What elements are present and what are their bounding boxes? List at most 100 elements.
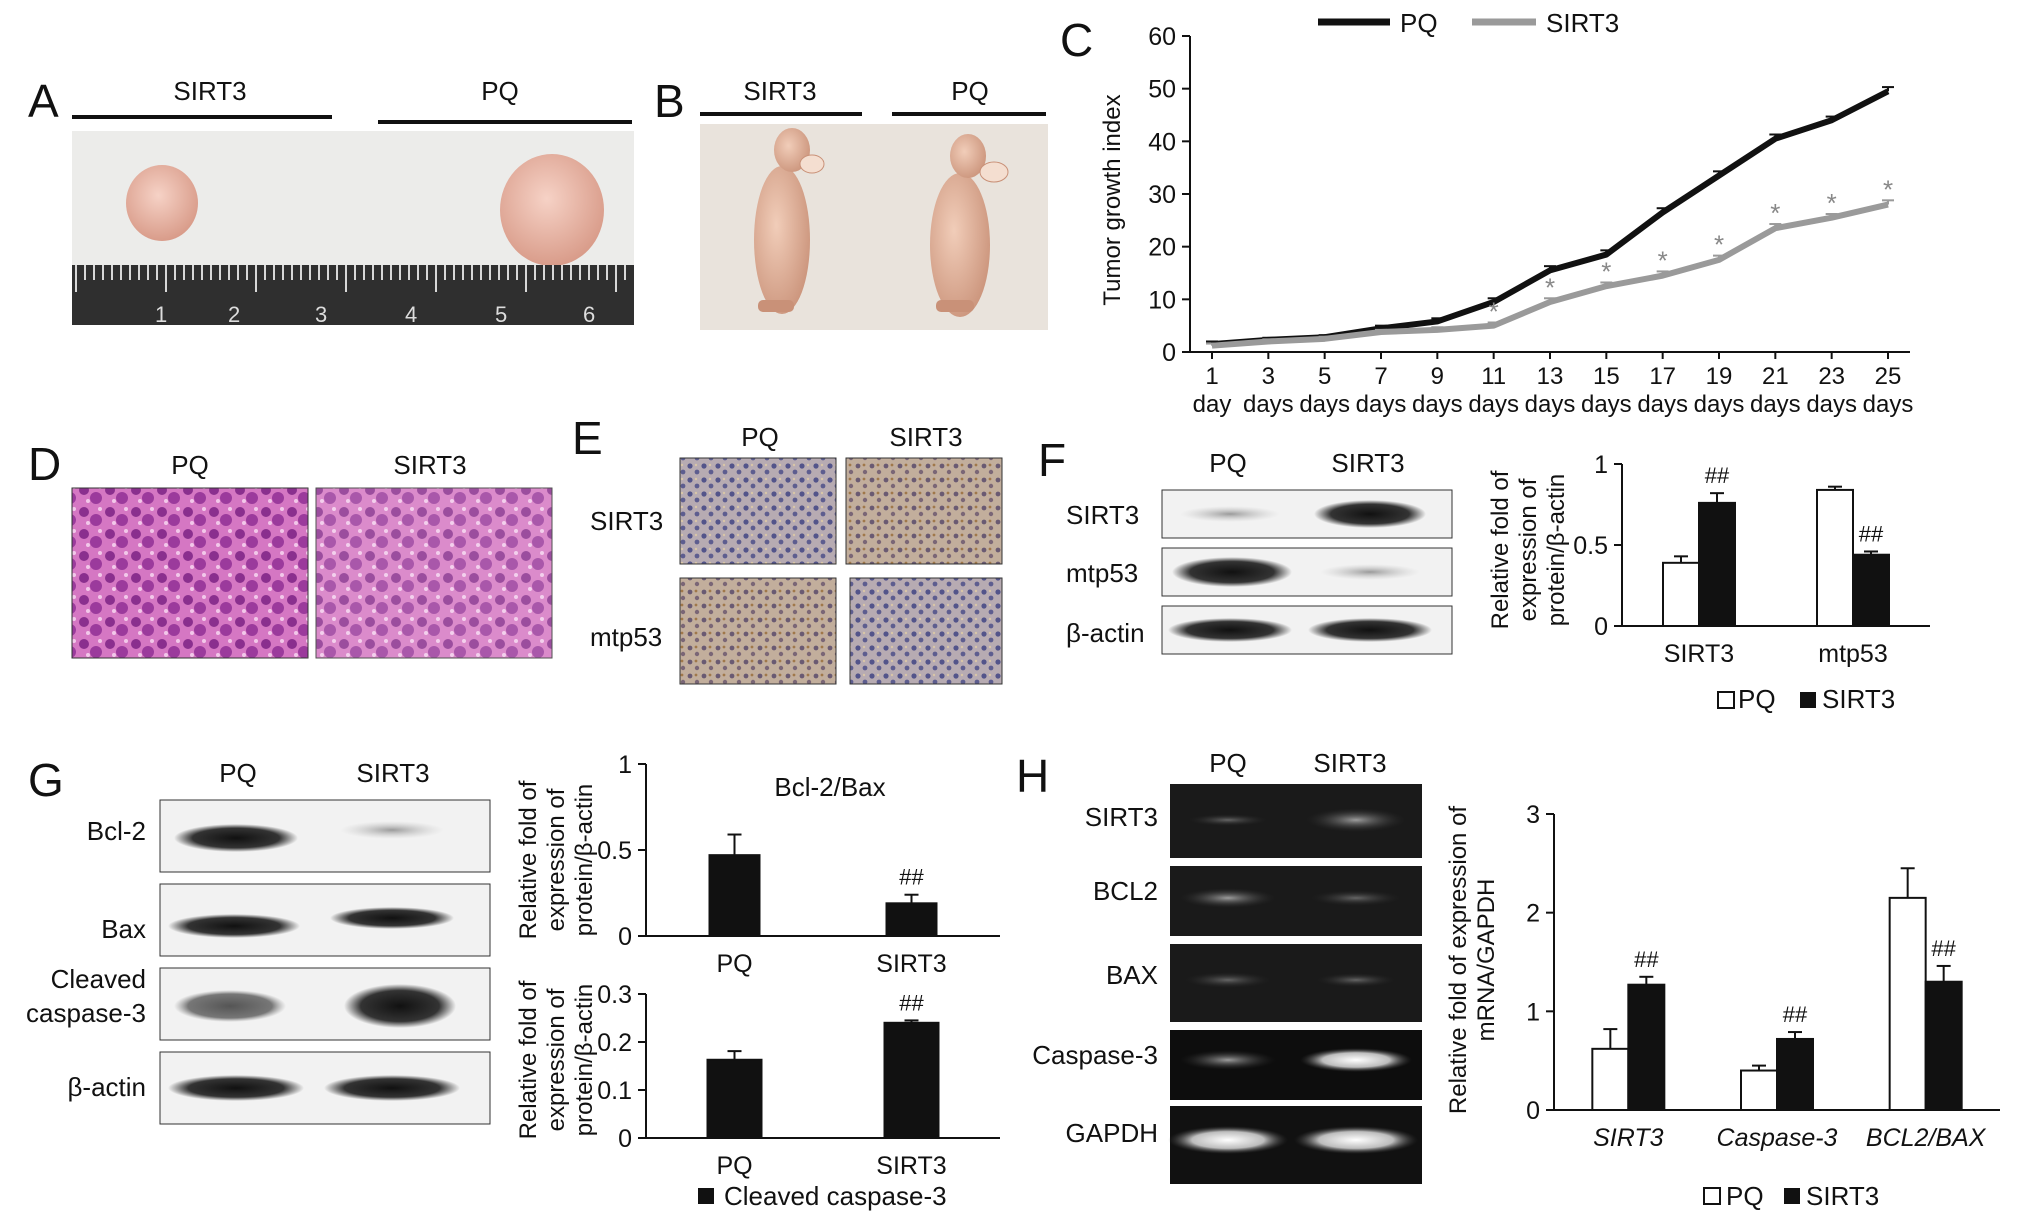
rt-pcr-gel: [1168, 784, 1422, 1184]
chart-f-ylabel-line: expression of: [1515, 478, 1542, 621]
mouse-pq: [930, 134, 1009, 317]
chart-g-ylabel-line: Relative fold of: [515, 780, 542, 939]
chart-c-plot: 01020304050601day3days5days7days9days11d…: [1148, 23, 1913, 418]
panel-h-row-bax: BAX: [1106, 960, 1158, 990]
chart-f-ylabel-line: protein/β-actin: [1543, 474, 1570, 627]
chart-h-y-tick-label: 2: [1526, 900, 1540, 928]
chart-c-legend: PQ SIRT3: [1318, 8, 1619, 38]
chart-g-bottom-bar: [883, 1021, 940, 1139]
chart-f-bar: [1852, 553, 1890, 627]
chart-g-ylabel-line: protein/β-actin: [571, 784, 598, 937]
chart-g-bottom-category-label: SIRT3: [876, 1152, 946, 1180]
mice-photo: [700, 124, 1048, 330]
chart-c-y-tick-label: 10: [1148, 286, 1176, 314]
panel-e-row-mtp53: mtp53: [590, 622, 662, 652]
ruler-digits: 1 2 3 4 5 6: [155, 302, 595, 327]
panel-h-row-gapdh: GAPDH: [1066, 1118, 1158, 1148]
chart-f-bar: [1662, 561, 1700, 628]
chart-h-bar: [1591, 1047, 1630, 1111]
panel-label-b: B: [654, 75, 685, 127]
panel-h-col-sirt3: SIRT3: [1313, 748, 1386, 778]
chart-c-x-tick-label: days: [1412, 391, 1463, 418]
panel-f-col-pq: PQ: [1209, 448, 1247, 478]
panel-f-col-sirt3: SIRT3: [1331, 448, 1404, 478]
chart-g-top-bar: [708, 854, 761, 937]
tumor-pq: [500, 154, 604, 266]
chart-c-significance-mark: *: [1545, 272, 1555, 302]
ihc-sirt3-mtp53: [849, 577, 1003, 685]
chart-f-legend: PQ SIRT3: [1717, 684, 1895, 714]
chart-f-annotation: ##: [1859, 521, 1884, 546]
chart-h-legend-sirt3: SIRT3: [1806, 1181, 1879, 1211]
panel-f: F PQ SIRT3 SIRT3 mtp53 β-actin Relative …: [1038, 434, 1930, 714]
panel-b-label-sirt3: SIRT3: [743, 76, 816, 106]
chart-g-bottom-plot: 0 0.1 0.2 0.3 PQ ## SIRT3: [597, 981, 1000, 1180]
chart-h-legend: PQ SIRT3: [1703, 1181, 1879, 1211]
chart-g-ylabel-line: protein/β-actin: [571, 984, 598, 1137]
chart-c-x-tick-label: 25: [1875, 363, 1902, 390]
chart-g-top-y-tick-label: 0: [618, 923, 632, 951]
chart-g-top-ylabel: Relative fold of expression of protein/β…: [515, 780, 598, 939]
panel-a: A SIRT3 PQ 1 2 3 4 5 6: [28, 75, 634, 327]
ruler-digit: 5: [495, 302, 507, 327]
chart-h-bar: [1740, 1069, 1778, 1111]
chart-h-ylabel: Relative fold of expression of mRNA/GAPD…: [1445, 806, 1500, 1115]
chart-f-annotation: ##: [1705, 463, 1730, 488]
chart-c-y-tick-label: 40: [1148, 128, 1176, 156]
chart-c-x-tick-label: days: [1863, 391, 1914, 418]
chart-h-bar: [1776, 1037, 1814, 1111]
chart-f-plot: 0 0.5 1 ## SIRT3 ## mtp53: [1573, 451, 1930, 668]
panel-g-row-actin: β-actin: [67, 1072, 146, 1102]
chart-c-significance-mark: *: [1770, 198, 1780, 228]
chart-c-x-tick-label: 17: [1649, 363, 1676, 390]
chart-g-legend: Cleaved caspase-3: [698, 1181, 947, 1211]
chart-f-bar: [1816, 488, 1854, 628]
ruler-digit: 4: [405, 302, 417, 327]
chart-g-bottom-annotation: ##: [899, 990, 924, 1015]
chart-f-ylabel: Relative fold of expression of protein/β…: [1487, 470, 1570, 629]
chart-c-significance-mark: *: [1714, 230, 1724, 260]
chart-c-significance-mark: *: [1827, 188, 1837, 218]
tumor-sirt3: [126, 165, 198, 241]
chart-c-x-tick-label: days: [1525, 391, 1576, 418]
chart-c-line-pq: [1211, 88, 1890, 348]
chart-c-x-tick-label: 11: [1481, 363, 1506, 390]
chart-h-plot: 0 1 2 3 ## SIRT3 ## Caspase-3 ## BCL2/BAX: [1526, 801, 2000, 1152]
ihc-sirt3-sirt3: [845, 457, 1003, 565]
panel-g-row-caspase3: caspase-3: [26, 998, 146, 1028]
chart-c-significance-mark: *: [1658, 245, 1668, 275]
chart-g-top-y-tick-label: 0.5: [597, 837, 632, 865]
panel-d-label-pq: PQ: [171, 450, 209, 480]
panel-label-a: A: [28, 75, 59, 127]
chart-h-ylabel-line: Relative fold of expression of: [1445, 806, 1472, 1115]
panel-h-row-bcl2: BCL2: [1093, 876, 1158, 906]
panel-g-row-bcl2: Bcl-2: [87, 816, 146, 846]
panel-label-g: G: [28, 754, 64, 806]
ruler-digit: 6: [583, 302, 595, 327]
chart-g-top-category-label: PQ: [716, 950, 752, 978]
panel-d: D PQ SIRT3: [28, 438, 553, 659]
chart-g-bottom-category-label: PQ: [716, 1152, 752, 1180]
chart-g-legend-label: Cleaved caspase-3: [724, 1181, 947, 1211]
chart-c-x-tick-label: days: [1243, 391, 1294, 418]
chart-f-y-tick-label: 0: [1594, 613, 1608, 641]
chart-c-x-tick-label: days: [1468, 391, 1519, 418]
chart-g-ylabel-line: expression of: [543, 788, 570, 931]
chart-h-bar: [1888, 896, 1927, 1111]
panel-d-label-sirt3: SIRT3: [393, 450, 466, 480]
panel-h: H PQ SIRT3 SIRT3 BCL2 BAX Caspase-3 GAPD…: [1016, 748, 2000, 1211]
chart-c-y-tick-label: 0: [1162, 339, 1176, 367]
chart-h-category-label: SIRT3: [1593, 1124, 1663, 1152]
ruler-digit: 1: [155, 302, 167, 327]
chart-f-y-tick-label: 0.5: [1573, 532, 1608, 560]
panel-c: C PQ SIRT3 Tumor growth index 0 10 20 30 40 5…: [1060, 8, 1913, 418]
chart-c-x-tick-label: 3: [1262, 363, 1275, 390]
chart-g-bottom-y-tick-label: 0.2: [597, 1029, 632, 1057]
chart-h-category-label: BCL2/BAX: [1866, 1124, 1987, 1152]
chart-h-bar: [1924, 980, 1963, 1111]
panel-g-col-sirt3: SIRT3: [356, 758, 429, 788]
chart-f-ylabel-line: Relative fold of: [1487, 470, 1514, 629]
chart-c-legend-sirt3: SIRT3: [1546, 8, 1619, 38]
chart-f-legend-sirt3: SIRT3: [1822, 684, 1895, 714]
chart-c-y-tick-label: 30: [1148, 181, 1176, 209]
